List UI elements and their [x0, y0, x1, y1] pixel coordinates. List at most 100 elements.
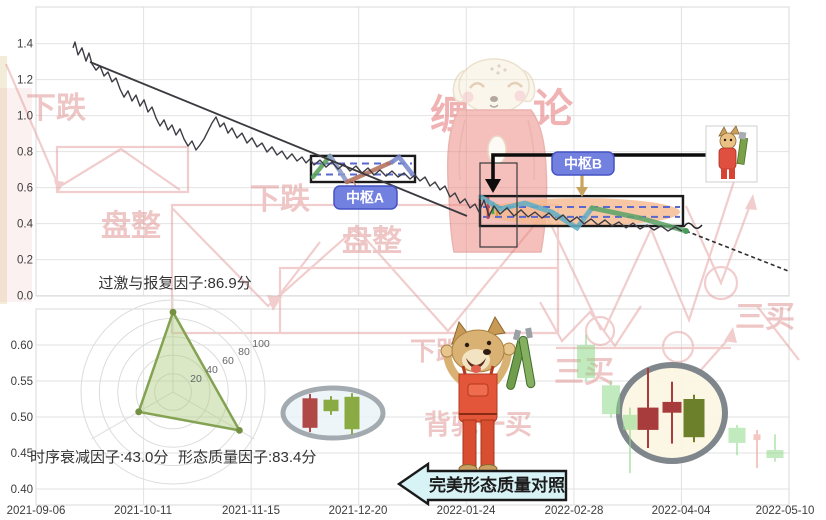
segment-end-dot	[683, 228, 689, 234]
xtick-date: 2022-01-24	[437, 505, 496, 517]
logo-dog-mouth	[489, 104, 499, 108]
logo-dog-sleeves	[458, 119, 536, 181]
rtick-label: 20	[190, 373, 202, 385]
radar-vertex	[236, 427, 243, 434]
small-dog-tool-tip	[738, 131, 747, 140]
xtick-date: 2021-11-15	[222, 505, 280, 517]
xtick-date: 2021-10-11	[114, 505, 172, 517]
pivot-a-pointer	[352, 180, 357, 187]
mascot-tongue	[471, 365, 481, 373]
radar-vertex	[169, 308, 177, 316]
rtick-label: 80	[238, 346, 250, 358]
candle	[728, 424, 746, 456]
candle	[577, 334, 595, 382]
pivot-b-pointer-head	[576, 187, 588, 197]
xtick-date: 2022-02-28	[545, 505, 604, 517]
mascot-nose	[483, 349, 491, 355]
rtick-label: 100	[252, 338, 270, 350]
radar-vertex	[135, 408, 143, 416]
wm-arrowhead-down	[54, 180, 64, 193]
candle	[753, 430, 761, 469]
wm-arrowhead-up3	[724, 327, 737, 343]
stroke-up-brown	[344, 159, 395, 185]
radar-title: 过激与报复因子:86.9分	[98, 274, 251, 292]
stroke-green-b	[589, 205, 689, 234]
mascot-pliers	[518, 335, 536, 389]
xtick-date: 2021-09-06	[7, 505, 66, 517]
breakout-zone-rect	[479, 162, 518, 248]
watermark-text: 下跌	[26, 92, 86, 125]
mascot-mouth	[466, 358, 486, 368]
pivot-b-label: 中枢B	[551, 151, 615, 176]
elbow-arrow	[491, 153, 707, 180]
small-dog-ear	[729, 125, 740, 135]
candle	[766, 434, 784, 462]
watermark-text: 三买	[735, 301, 795, 334]
candle	[323, 396, 339, 415]
watermark-text: 下跌	[250, 183, 310, 216]
ytick: 0.60	[11, 340, 33, 352]
xtick-date: 2022-04-04	[652, 505, 711, 517]
ytick: 1.4	[17, 39, 34, 51]
stroke-blue	[389, 153, 416, 178]
mascot-fist	[502, 342, 516, 356]
small-dog-head	[719, 132, 737, 150]
small-dog-leg	[721, 168, 727, 179]
pivot-b-label-text: 中枢B	[564, 156, 602, 172]
ytick: 0.55	[11, 376, 33, 388]
ytick: 0.8	[17, 147, 33, 159]
factor-radar-chart	[80, 296, 266, 485]
logo-dog-cheek	[462, 91, 474, 103]
mascot-dog	[440, 315, 536, 474]
logo-dog-cheek	[514, 90, 526, 102]
watermark-text: 盘整	[101, 209, 161, 243]
logo-dog-eye	[507, 81, 523, 88]
ytick: 0.0	[17, 291, 33, 303]
radar-factor-bottom-right: 形态质量因子:83.4分	[178, 449, 316, 466]
stroke-teal	[478, 194, 595, 232]
watermark-text: 盘整	[342, 224, 402, 258]
radar-factor-bottom-left: 时序衰减因子:43.0分	[30, 449, 168, 466]
mascot-leg	[480, 419, 495, 467]
elbow-arrowhead	[485, 179, 501, 193]
perfect-pattern-callout: 完美形态质量对照	[396, 461, 568, 507]
pivot-a-label-text: 中枢A	[346, 190, 384, 206]
squiggle-mark	[683, 222, 703, 229]
candle	[637, 368, 659, 448]
candle	[602, 380, 620, 418]
candle	[302, 394, 318, 433]
rtick-label: 60	[222, 355, 234, 367]
candle	[662, 381, 682, 444]
annotation-structures	[352, 153, 707, 248]
mascot-fist	[440, 344, 454, 358]
candle	[683, 394, 705, 443]
ytick: 0.4	[17, 219, 34, 231]
candle	[623, 407, 637, 474]
projection-dashed	[685, 230, 789, 272]
radar-polygon	[137, 309, 242, 433]
mascot-muzzle	[462, 349, 490, 371]
y-axis-bottom: 0.60 0.55 0.50 0.45 0.40	[11, 340, 33, 496]
logo-dog-nose	[490, 96, 498, 102]
candle	[344, 393, 360, 435]
ytick: 0.6	[17, 183, 33, 195]
left-cream-strip	[0, 56, 7, 304]
ytick: 0.50	[11, 412, 33, 424]
small-dog-leg	[729, 168, 735, 179]
down-trendline	[89, 61, 468, 217]
price	[72, 41, 683, 232]
pivot-box	[309, 154, 417, 184]
candlestick-series	[302, 334, 784, 474]
ytick: 1.0	[17, 111, 33, 123]
xtick-date: 2022-05-10	[756, 505, 815, 517]
small-dog-image	[705, 125, 758, 183]
reference-pattern-ellipse	[280, 385, 386, 441]
ytick: 0.2	[17, 255, 33, 267]
price-panel-content	[72, 41, 789, 272]
logo-dog-hands	[487, 135, 507, 165]
pivot-a-label: 中枢A	[333, 185, 398, 210]
wm-arrowhead-up2	[745, 194, 757, 210]
left-pink-wash	[0, 88, 32, 302]
